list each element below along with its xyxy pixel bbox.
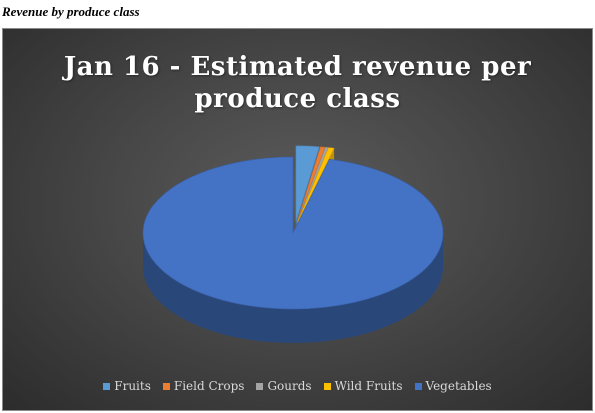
legend-label: Wild Fruits [334, 379, 403, 393]
legend-item-wild-fruits: Wild Fruits [323, 379, 403, 393]
chart-area: Jan 16 - Estimated revenue per produce c… [2, 28, 593, 411]
legend-swatch [103, 382, 111, 390]
chart-title-line-1: Jan 16 - Estimated revenue per [63, 52, 532, 82]
pie-slice-side-vegetables [143, 233, 443, 343]
chart-title-line-2: produce class [194, 84, 401, 114]
legend-item-gourds: Gourds [256, 379, 312, 393]
chart-title: Jan 16 - Estimated revenue per produce c… [3, 51, 592, 115]
pie-slice-wild-fruits [297, 147, 335, 223]
legend-item-field-crops: Field Crops [162, 379, 245, 393]
legend-label: Fruits [114, 379, 151, 393]
legend-item-fruits: Fruits [103, 379, 151, 393]
pie-slice-vegetables [142, 156, 444, 310]
legend-swatch [162, 382, 170, 390]
legend-swatch [256, 382, 264, 390]
figure-caption: Revenue by produce class [2, 4, 140, 19]
legend-swatch [414, 382, 422, 390]
legend-swatch [323, 382, 331, 390]
legend-label: Gourds [267, 379, 312, 393]
pie-chart [142, 145, 444, 343]
legend-label: Vegetables [425, 379, 492, 393]
legend: Fruits Field Crops Gourds Wild Fruits Vegeta… [3, 379, 592, 393]
pie-slice-fruits [295, 145, 320, 222]
pie-slice-gourds [297, 146, 329, 223]
legend-item-vegetables: Vegetables [414, 379, 492, 393]
legend-label: Field Crops [173, 379, 245, 393]
